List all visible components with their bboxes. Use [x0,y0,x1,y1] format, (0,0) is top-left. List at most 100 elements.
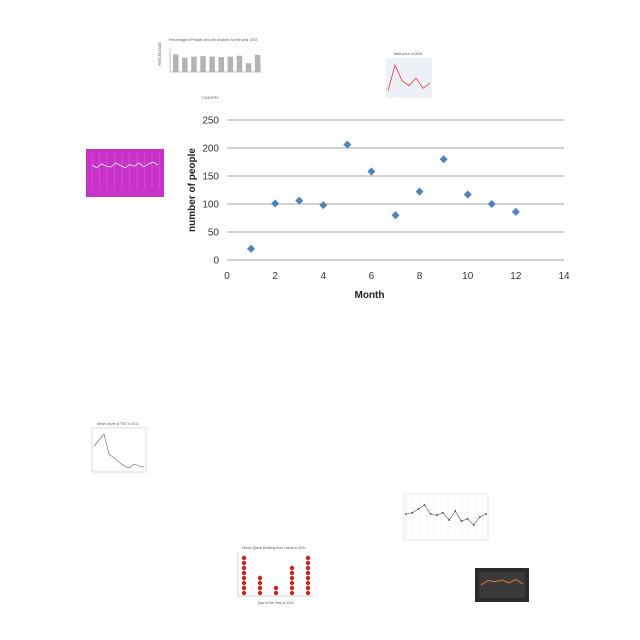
red-dot [241,570,247,576]
red-dot [289,565,295,571]
x-tick-label: 0 [224,271,230,282]
smokers-bar [245,63,252,72]
red-dot [305,580,311,586]
scatter-point [271,199,280,208]
magenta-line-series [91,161,159,169]
red-dot [273,590,279,596]
scatter-chart: 0 50 100 150 200 250 0 2 4 6 8 10 12 14 number of pe… [187,116,570,302]
dotted-marker [435,514,438,517]
scatter-point [511,207,520,216]
smokers-x-label: COUNTRY [201,96,219,100]
scatter-point [463,190,472,199]
scatter-point [415,187,424,196]
scatter-point [439,155,448,164]
smokers-bar [182,57,188,72]
smokers-bar [191,56,197,72]
dotted-marker [405,513,407,515]
red-dot [289,585,295,591]
dotted-marker [485,513,487,515]
dotted-line-chart-svg [403,493,489,541]
y-tick-label: 150 [202,172,219,183]
smokers-bar-chart-svg: Percentage of People who are smokers for… [158,38,262,100]
dotted-marker [454,510,457,512]
red-dots-x-label: Day of the Year in 2021 [258,601,294,605]
gray-line-chart-title: Mean Level of TNT in 2011 [97,422,139,426]
y-tick-label: 200 [202,144,219,155]
smokers-chart-title: Percentage of People who are smokers for… [169,38,258,42]
dotted-marker [411,511,414,514]
dark-chart-series [480,578,524,586]
red-dot [241,560,247,566]
smokers-bar [227,56,234,72]
dotted-line-markers [405,504,487,526]
dotted-marker [442,511,444,514]
red-dot [257,590,263,596]
thumbnail-red-dots-chart: Hours Spent Working from Home in 2021 Da… [228,544,318,606]
red-dot [289,575,295,581]
x-tick-label: 14 [558,271,570,282]
red-dot [305,560,311,566]
gray-line-series [93,433,145,469]
smokers-bars [173,54,261,72]
dotted-marker [478,516,481,518]
thumbnail-magenta-line-chart [86,149,164,197]
gray-line-plot-frame [91,427,147,473]
red-dot [241,580,247,586]
smokers-bar [236,55,243,72]
red-dots [241,555,311,596]
smokers-bar [218,57,224,72]
red-line-chart-title: Ideal price of 2005 [394,52,423,56]
thumbnail-gray-line-chart: Mean Level of TNT in 2011 [84,420,148,478]
red-dot [289,590,295,596]
red-dot [289,580,295,586]
scatter-points [247,140,520,253]
y-tick-label: 100 [202,200,219,211]
red-line-chart-svg: Ideal price of 2005 [386,52,432,98]
smokers-bar [200,56,206,72]
dark-chart-plot-area [479,572,525,598]
thumbnail-dotted-line-chart [396,490,490,548]
dotted-marker [466,517,469,520]
scatter-point [319,201,328,210]
red-dot [257,585,263,591]
scatter-point [247,244,256,253]
red-dot [241,590,247,596]
scatter-point [487,200,496,208]
dotted-line-gridlines [405,495,484,539]
x-tick-label: 10 [462,271,474,282]
red-dot [305,575,311,581]
x-tick-label: 6 [369,271,375,282]
dark-chart-svg [479,572,525,598]
magenta-line-chart-svg [91,153,160,189]
smokers-bar [254,54,261,72]
red-dots-chart-title: Hours Spent Working from Home in 2021 [242,546,306,550]
red-dot [257,580,263,586]
red-dot [273,585,279,591]
scatter-point [343,140,352,149]
red-dots-chart-svg: Hours Spent Working from Home in 2021 Da… [237,546,314,605]
x-tick-label: 4 [321,271,327,282]
dotted-marker [460,520,463,523]
red-dot [305,590,311,596]
scatter-point [295,196,304,205]
red-dot [305,585,311,591]
red-dot [241,555,247,561]
dotted-marker [423,504,426,506]
dotted-marker [448,519,450,521]
smokers-bar [209,56,215,72]
y-tick-label: 50 [208,228,220,239]
magenta-gridlines [91,153,160,189]
dotted-line-plot-frame [403,493,489,541]
y-tick-label: 0 [213,256,219,267]
red-dot [241,575,247,581]
thumbnail-red-line-chart: Ideal price of 2005 [378,50,434,102]
dotted-line-series [405,504,487,526]
x-axis-ticks: 0 2 4 6 8 10 12 14 [224,271,570,282]
smokers-bar [173,54,179,72]
scatter-point [391,211,400,220]
x-axis-title: Month [355,290,385,301]
y-tick-label: 250 [202,116,219,127]
red-dot [305,570,311,576]
dotted-marker [417,508,420,511]
red-dot [257,575,263,581]
